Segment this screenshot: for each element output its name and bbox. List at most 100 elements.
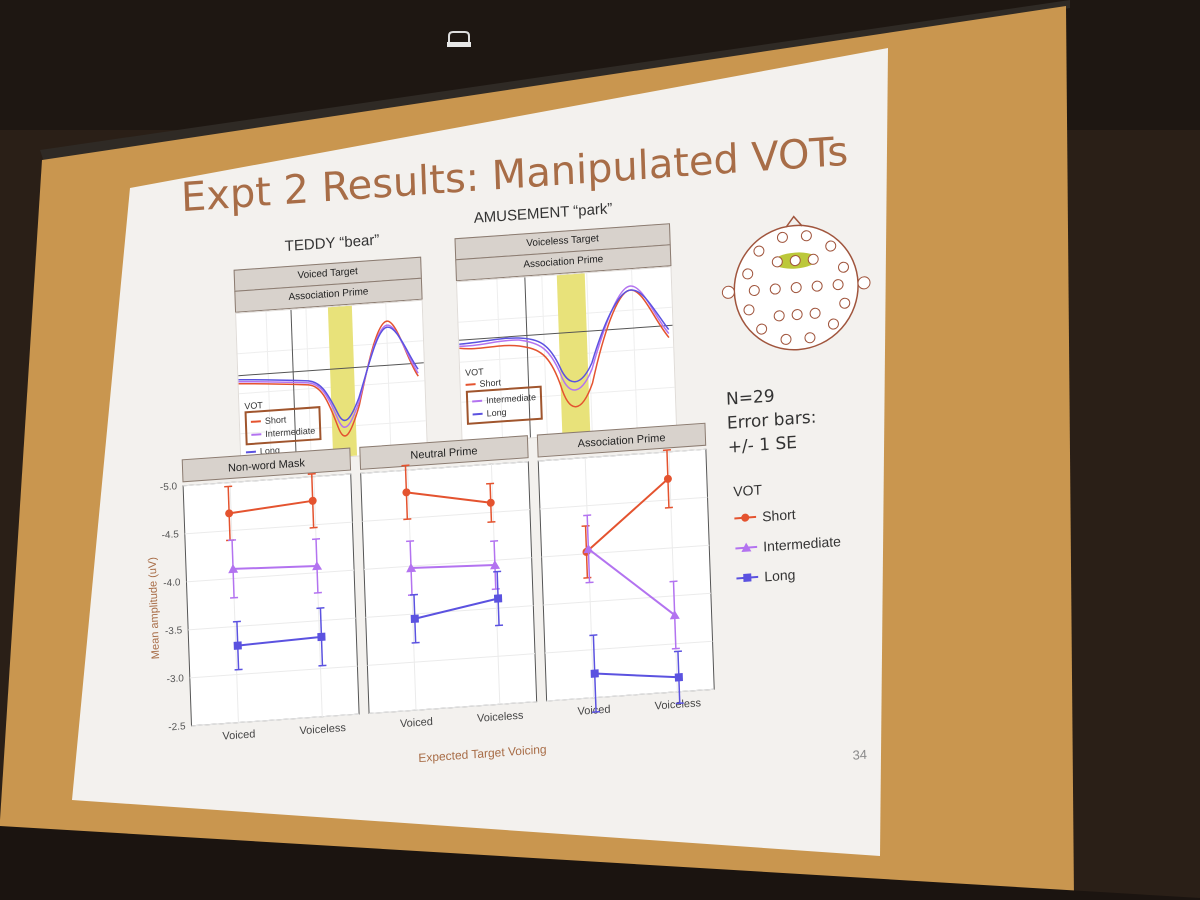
legend-swatch-short bbox=[250, 419, 261, 423]
waveform-right-legend-long: Long bbox=[486, 406, 507, 418]
gridline bbox=[365, 605, 534, 618]
gridline bbox=[538, 448, 706, 462]
data-point-intermediate bbox=[490, 560, 501, 570]
waveform-right-svg bbox=[458, 269, 675, 440]
right-ear-icon bbox=[857, 276, 871, 290]
gridline bbox=[369, 701, 537, 714]
waveform-left-plot bbox=[235, 299, 428, 465]
electrode-head-map bbox=[721, 215, 871, 351]
vot-legend-item-long: Long bbox=[736, 556, 843, 593]
series-line-short bbox=[229, 499, 313, 515]
vot-legend-label-intermediate: Intermediate bbox=[762, 533, 842, 555]
series-line-long bbox=[594, 672, 679, 679]
error-bar-cap bbox=[671, 647, 680, 650]
error-bar-cap bbox=[232, 620, 241, 623]
data-point-long bbox=[493, 594, 503, 603]
y-tick-label: -5.0 bbox=[160, 481, 178, 493]
data-point-long bbox=[233, 641, 242, 650]
x-tick-label: Voiceless bbox=[299, 722, 346, 737]
series-line-long bbox=[237, 635, 322, 647]
error-bar-cap bbox=[406, 540, 415, 543]
waveform-left-title: TEDDY “bear” bbox=[284, 231, 380, 256]
waveform-left-svg bbox=[237, 303, 426, 462]
vot-legend-label-short: Short bbox=[761, 506, 796, 525]
error-bar-cap bbox=[307, 472, 316, 475]
waveform-right-legend: VOT Short Intermediate Long bbox=[465, 363, 543, 425]
error-bar-cap bbox=[487, 520, 496, 524]
waveform-right-window bbox=[556, 273, 591, 436]
waveform-left-intermediate-trace bbox=[238, 324, 419, 428]
legend-swatch-intermediate bbox=[472, 399, 483, 402]
square-marker-icon bbox=[736, 573, 759, 582]
waveform-right-legend-boxed: Intermediate Long bbox=[465, 385, 543, 425]
error-bar-cap bbox=[230, 596, 239, 599]
data-point-long bbox=[590, 669, 599, 678]
error-bar-cap bbox=[583, 576, 592, 579]
gridline bbox=[183, 473, 351, 487]
data-point-short bbox=[308, 496, 317, 505]
error-bar-cap bbox=[316, 607, 325, 610]
gridline bbox=[360, 461, 529, 474]
gridline bbox=[186, 569, 355, 583]
vot-legend-label-long: Long bbox=[764, 566, 796, 585]
error-bar-cap bbox=[592, 710, 601, 713]
slide: Expt 2 Results: Manipulated VOTs TEDDY “… bbox=[110, 57, 893, 810]
gridline bbox=[188, 617, 356, 631]
error-bar-cap bbox=[234, 668, 243, 671]
series-line-long bbox=[414, 597, 499, 620]
y-tick-label: -2.5 bbox=[168, 721, 186, 733]
gridline bbox=[313, 476, 323, 717]
series-line-short bbox=[585, 478, 669, 553]
error-bar-cap bbox=[673, 650, 682, 653]
series-line-intermediate bbox=[411, 564, 495, 570]
x-tick-label: Voiced bbox=[577, 704, 610, 718]
error-bar-cap bbox=[224, 485, 233, 488]
error-bars-note-line2: +/- 1 SE bbox=[727, 432, 798, 458]
vot-legend-title: VOT bbox=[733, 481, 763, 500]
data-point-long bbox=[317, 632, 326, 642]
facet-strip-2 bbox=[536, 422, 707, 458]
error-bar-cap bbox=[312, 538, 321, 541]
data-point-short bbox=[402, 488, 411, 497]
faceted-chart: -5.0 -4.5 -4.0 -3.5 -3.0 -2.5 Non-word Mask Voi… bbox=[147, 422, 715, 765]
y-tick-label: -3.5 bbox=[165, 625, 183, 637]
series-line-intermediate bbox=[587, 548, 676, 616]
error-bar-cap bbox=[401, 464, 410, 467]
facet-panel-2 bbox=[537, 448, 715, 702]
legend-swatch-short bbox=[465, 382, 476, 386]
circle-marker-icon bbox=[734, 513, 757, 522]
gridline bbox=[191, 713, 360, 727]
triangle-marker-icon bbox=[735, 542, 758, 553]
error-bar-cap bbox=[228, 539, 237, 542]
gridline bbox=[544, 640, 713, 654]
error-bar-cap bbox=[589, 634, 598, 637]
vot-legend: VOT Short Intermediate Long bbox=[733, 476, 842, 593]
error-bar-cap bbox=[313, 591, 322, 594]
waveform-left-legend-short: Short bbox=[264, 413, 287, 426]
data-point-intermediate bbox=[669, 610, 680, 620]
waveform-left-short-trace bbox=[238, 320, 419, 437]
legend-swatch-intermediate bbox=[251, 432, 262, 436]
data-point-intermediate bbox=[228, 563, 239, 574]
y-tick-label: -4.5 bbox=[161, 529, 179, 541]
error-bar-cap bbox=[662, 449, 671, 452]
vot-legend-item-intermediate: Intermediate bbox=[735, 526, 842, 563]
x-axis-label: Expected Target Voicing bbox=[418, 742, 547, 765]
gridline bbox=[189, 665, 358, 679]
error-bar-cap bbox=[675, 702, 684, 705]
x-tick-label: Voiceless bbox=[654, 697, 701, 712]
x-tick-label: Voiced bbox=[400, 716, 433, 730]
data-point-intermediate bbox=[312, 560, 323, 571]
data-point-short bbox=[663, 474, 672, 483]
error-bar-cap bbox=[309, 526, 318, 529]
waveform-right-title: AMUSEMENT “park” bbox=[473, 200, 613, 227]
error-bar-cap bbox=[493, 570, 502, 573]
error-bar-cap bbox=[585, 581, 594, 584]
x-tick-label: Voiced bbox=[222, 728, 255, 742]
error-bar-cap bbox=[495, 624, 504, 627]
error-bar-cap bbox=[669, 580, 678, 583]
waveform-left-long-trace bbox=[238, 326, 419, 422]
waveform-right-legend-short: Short bbox=[479, 376, 502, 389]
facet-panel-1 bbox=[360, 461, 538, 714]
electrode-sites bbox=[742, 230, 851, 345]
